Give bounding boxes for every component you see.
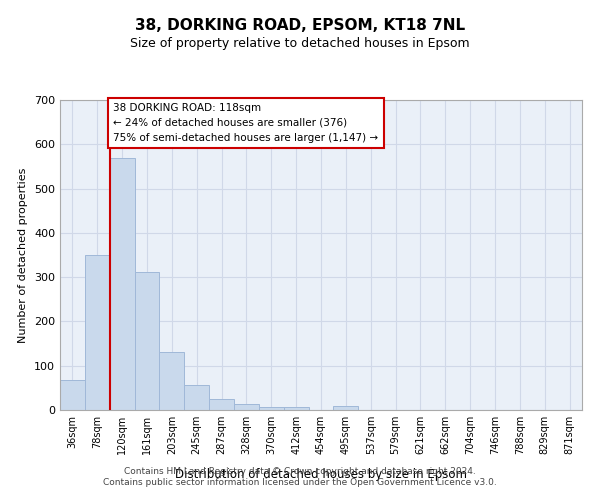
Text: Size of property relative to detached houses in Epsom: Size of property relative to detached ho…	[130, 38, 470, 51]
Bar	[160, 352, 184, 410]
Bar	[284, 408, 308, 410]
Bar	[110, 158, 134, 410]
X-axis label: Distribution of detached houses by size in Epsom: Distribution of detached houses by size …	[175, 468, 467, 481]
Bar	[334, 406, 358, 410]
Text: Contains public sector information licensed under the Open Government Licence v3: Contains public sector information licen…	[103, 478, 497, 487]
Bar	[209, 399, 234, 410]
Text: Contains HM Land Registry data © Crown copyright and database right 2024.: Contains HM Land Registry data © Crown c…	[124, 467, 476, 476]
Text: 38 DORKING ROAD: 118sqm
← 24% of detached houses are smaller (376)
75% of semi-d: 38 DORKING ROAD: 118sqm ← 24% of detache…	[113, 103, 379, 142]
Bar	[234, 404, 259, 410]
Bar	[134, 272, 160, 410]
Bar	[184, 385, 209, 410]
Bar	[60, 380, 85, 410]
Bar	[85, 255, 110, 410]
Y-axis label: Number of detached properties: Number of detached properties	[19, 168, 28, 342]
Bar	[259, 407, 284, 410]
Text: 38, DORKING ROAD, EPSOM, KT18 7NL: 38, DORKING ROAD, EPSOM, KT18 7NL	[135, 18, 465, 32]
